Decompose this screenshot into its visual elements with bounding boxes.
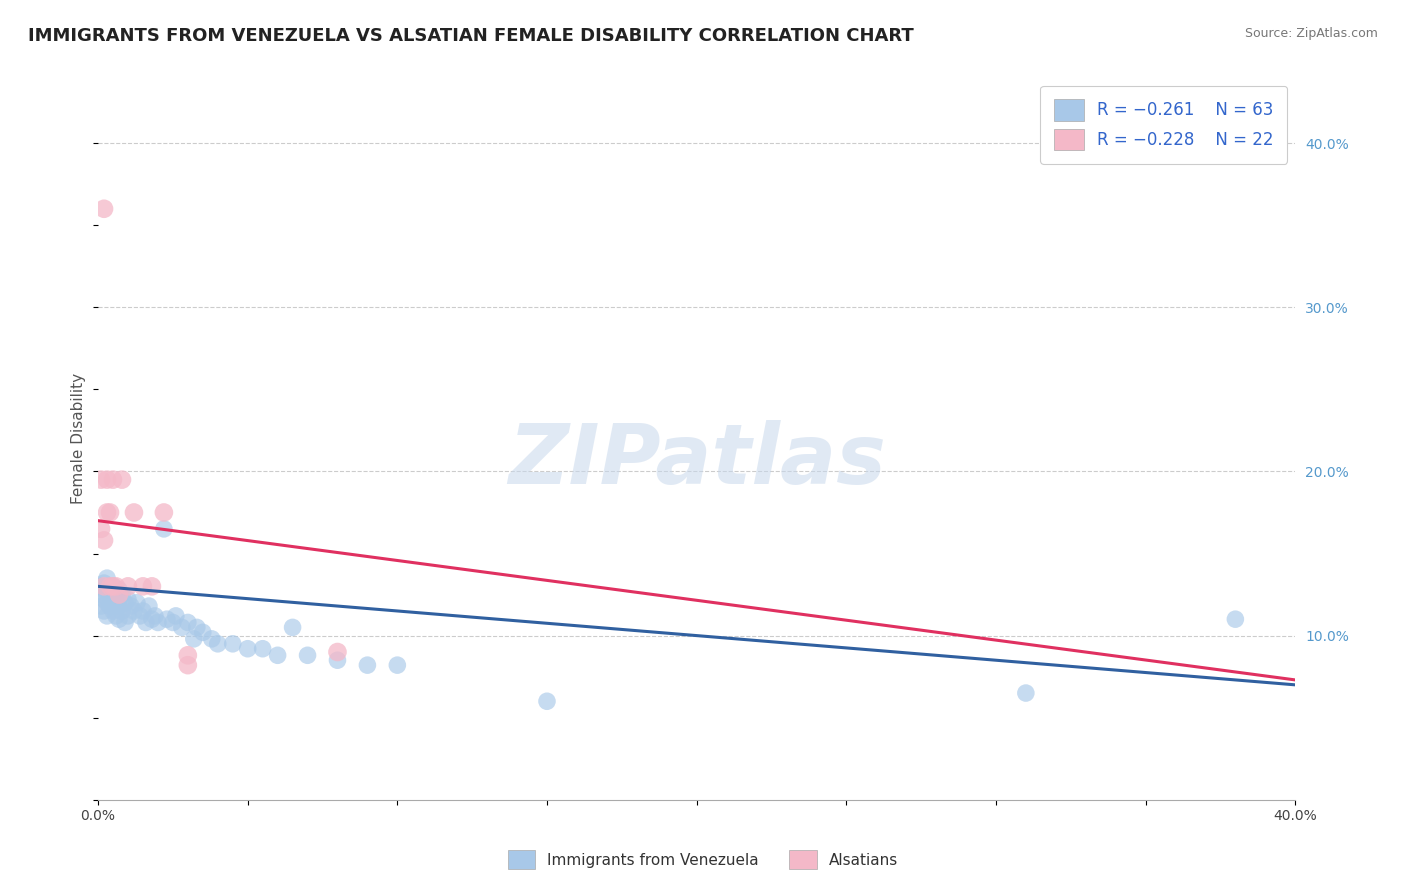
Point [101, 604, 124, 618]
Point [101, 592, 124, 607]
Point [117, 608, 139, 623]
Point [252, 641, 274, 656]
Point [96, 608, 118, 623]
Point [101, 579, 124, 593]
Text: Source: ZipAtlas.com: Source: ZipAtlas.com [1244, 27, 1378, 40]
Point [98, 599, 121, 613]
Point [117, 579, 139, 593]
Point [156, 612, 179, 626]
Point [201, 632, 224, 646]
Point [98, 588, 121, 602]
Point [207, 637, 229, 651]
Point [138, 599, 160, 613]
Point [98, 579, 121, 593]
Point [93, 604, 115, 618]
Point [96, 596, 118, 610]
Point [93, 582, 115, 597]
Point [105, 596, 128, 610]
Point [141, 612, 163, 626]
Point [326, 653, 349, 667]
Point [96, 582, 118, 597]
Point [222, 637, 245, 651]
Point [191, 625, 214, 640]
Y-axis label: Female Disability: Female Disability [72, 373, 86, 504]
Point [93, 592, 115, 607]
Point [146, 615, 169, 630]
Point [111, 604, 134, 618]
Point [165, 608, 187, 623]
Point [326, 645, 349, 659]
Point [153, 506, 176, 520]
Point [129, 608, 152, 623]
Point [266, 648, 288, 663]
Point [162, 615, 184, 630]
Point [135, 615, 157, 630]
Point [122, 604, 145, 618]
Point [1225, 612, 1247, 626]
Point [98, 506, 121, 520]
Legend: R = −0.261    N = 63, R = −0.228    N = 22: R = −0.261 N = 63, R = −0.228 N = 22 [1040, 86, 1286, 163]
Point [90, 473, 112, 487]
Point [105, 579, 128, 593]
Point [93, 579, 115, 593]
Point [105, 588, 128, 602]
Point [177, 658, 200, 673]
Point [236, 641, 259, 656]
Point [120, 599, 142, 613]
Point [101, 582, 124, 597]
Point [170, 620, 193, 634]
Point [143, 608, 166, 623]
Point [96, 473, 118, 487]
Point [132, 604, 155, 618]
Point [297, 648, 319, 663]
Point [177, 648, 200, 663]
Point [111, 588, 134, 602]
Point [141, 579, 163, 593]
Point [108, 582, 131, 597]
Point [90, 522, 112, 536]
Point [186, 620, 208, 634]
Point [536, 694, 558, 708]
Point [356, 658, 378, 673]
Point [108, 588, 131, 602]
Point [108, 612, 131, 626]
Point [114, 596, 136, 610]
Point [117, 592, 139, 607]
Point [387, 658, 409, 673]
Point [111, 473, 134, 487]
Point [90, 579, 112, 593]
Text: ZIPatlas: ZIPatlas [508, 420, 886, 500]
Point [90, 588, 112, 602]
Point [1015, 686, 1038, 700]
Point [93, 533, 115, 548]
Point [105, 608, 128, 623]
Legend: Immigrants from Venezuela, Alsatians: Immigrants from Venezuela, Alsatians [502, 844, 904, 875]
Text: IMMIGRANTS FROM VENEZUELA VS ALSATIAN FEMALE DISABILITY CORRELATION CHART: IMMIGRANTS FROM VENEZUELA VS ALSATIAN FE… [28, 27, 914, 45]
Point [93, 576, 115, 591]
Point [132, 579, 155, 593]
Point [177, 615, 200, 630]
Point [96, 571, 118, 585]
Point [98, 579, 121, 593]
Point [96, 506, 118, 520]
Point [93, 202, 115, 216]
Point [114, 615, 136, 630]
Point [101, 473, 124, 487]
Point [153, 522, 176, 536]
Point [90, 599, 112, 613]
Point [122, 506, 145, 520]
Point [125, 596, 148, 610]
Point [108, 599, 131, 613]
Point [281, 620, 304, 634]
Point [101, 579, 124, 593]
Point [183, 632, 205, 646]
